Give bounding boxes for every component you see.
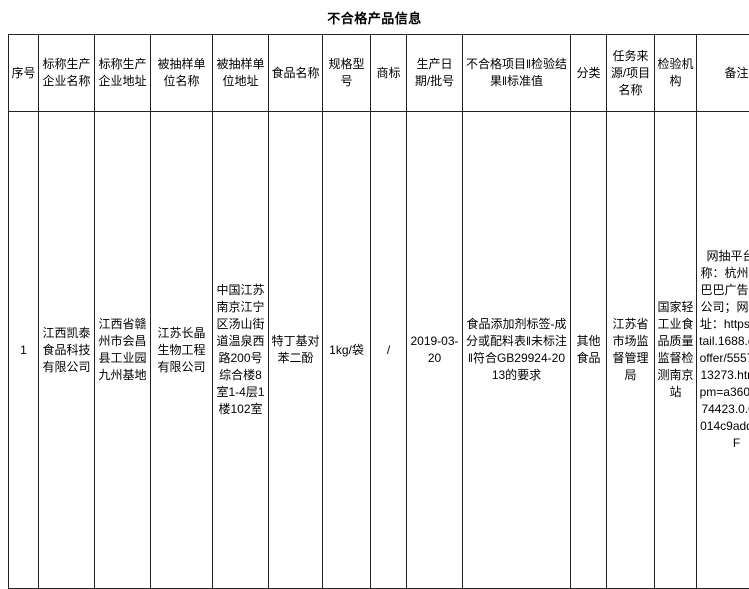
table-header-row: 序号 标称生产企业名称 标称生产企业地址 被抽样单位名称 被抽样单位地址 食品名… xyxy=(9,35,749,112)
header-unqualified-item: 不合格项目‖检验结果‖标准值 xyxy=(463,35,571,112)
header-remark: 备注 xyxy=(697,35,749,112)
table-row: 1 江西凯泰食品科技有限公司 江西省赣州市会昌县工业园九州基地 江苏长晶生物工程… xyxy=(9,112,749,589)
cell-producer-address: 江西省赣州市会昌县工业园九州基地 xyxy=(95,112,151,589)
cell-producer-name: 江西凯泰食品科技有限公司 xyxy=(39,112,95,589)
cell-food-name: 特丁基对苯二酚 xyxy=(269,112,323,589)
cell-category: 其他食品 xyxy=(571,112,607,589)
header-task-source: 任务来源/项目名称 xyxy=(607,35,655,112)
cell-sampled-unit-address: 中国江苏南京江宁区汤山街道温泉西路200号综合楼8室1-4层1楼102室 xyxy=(213,112,269,589)
header-sampled-unit-name: 被抽样单位名称 xyxy=(151,35,213,112)
cell-remark: 网抽平台名称：杭州阿里巴巴广告有限公司；网点网址：https://detail.… xyxy=(697,112,749,589)
header-seq: 序号 xyxy=(9,35,39,112)
header-trademark: 商标 xyxy=(371,35,407,112)
cell-seq: 1 xyxy=(9,112,39,589)
cell-spec: 1kg/袋 xyxy=(323,112,371,589)
cell-inspection-org: 国家轻工业食品质量监督检测南京站 xyxy=(655,112,697,589)
header-inspection-org: 检验机构 xyxy=(655,35,697,112)
cell-production-date: 2019-03-20 xyxy=(407,112,463,589)
unqualified-product-table: 序号 标称生产企业名称 标称生产企业地址 被抽样单位名称 被抽样单位地址 食品名… xyxy=(8,34,749,589)
header-producer-name: 标称生产企业名称 xyxy=(39,35,95,112)
cell-unqualified-item: 食品添加剂标签-成分或配料表‖未标注‖符合GB29924-2013的要求 xyxy=(463,112,571,589)
header-category: 分类 xyxy=(571,35,607,112)
header-spec: 规格型号 xyxy=(323,35,371,112)
cell-sampled-unit-name: 江苏长晶生物工程有限公司 xyxy=(151,112,213,589)
header-production-date: 生产日期/批号 xyxy=(407,35,463,112)
header-producer-address: 标称生产企业地址 xyxy=(95,35,151,112)
page-title: 不合格产品信息 xyxy=(0,0,749,34)
header-food-name: 食品名称 xyxy=(269,35,323,112)
header-sampled-unit-address: 被抽样单位地址 xyxy=(213,35,269,112)
cell-trademark: / xyxy=(371,112,407,589)
cell-task-source: 江苏省市场监督管理局 xyxy=(607,112,655,589)
